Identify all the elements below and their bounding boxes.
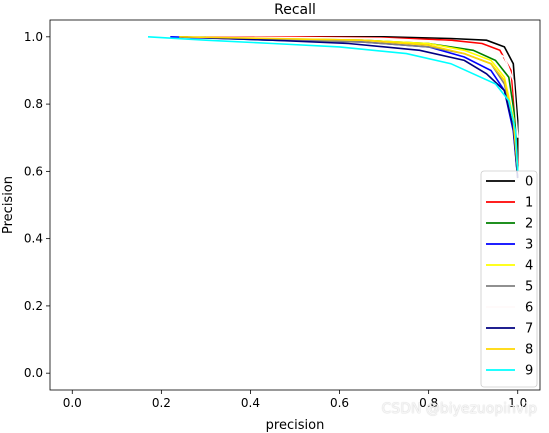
y-tick-label-5: 1.0: [24, 30, 43, 44]
y-axis: 0.0 0.2 0.4 0.6 0.8 1.0: [24, 30, 50, 380]
series-line-0: [192, 35, 519, 172]
legend-label-9: 9: [525, 364, 533, 379]
legend-label-8: 8: [525, 343, 533, 358]
series-line-5: [188, 36, 519, 179]
y-tick-label-0: 0.0: [24, 366, 43, 380]
series-line-7: [179, 36, 519, 179]
series-line-2: [183, 36, 519, 172]
series-line-4: [183, 36, 519, 172]
legend-label-4: 4: [525, 259, 533, 274]
x-tick-label-1: 0.2: [152, 396, 171, 410]
legend-label-2: 2: [525, 217, 533, 232]
legend-label-5: 5: [525, 280, 533, 295]
x-tick-label-0: 0.0: [63, 396, 82, 410]
x-tick-label-3: 0.6: [330, 396, 349, 410]
series-line-8: [179, 36, 519, 172]
legend-label-6: 6: [525, 301, 533, 316]
legend-label-0: 0: [525, 175, 533, 190]
y-tick-label-2: 0.4: [24, 232, 43, 246]
legend-label-3: 3: [525, 238, 533, 253]
x-tick-label-4: 0.8: [419, 396, 438, 410]
x-axis: 0.0 0.2 0.4 0.6 0.8 1.0: [63, 390, 527, 410]
series-line-9: [147, 36, 519, 172]
legend-box: [480, 170, 538, 388]
series-line-3: [170, 36, 519, 179]
x-axis-label: precision: [266, 418, 325, 433]
x-tick-label-5: 1.0: [508, 396, 527, 410]
x-tick-label-2: 0.4: [241, 396, 260, 410]
y-axis-label: Precision: [1, 176, 16, 234]
legend-label-1: 1: [525, 196, 533, 211]
y-tick-label-3: 0.6: [24, 164, 43, 178]
plot-frame: [49, 19, 541, 391]
series-line-6: [188, 36, 519, 138]
y-tick-label-1: 0.2: [24, 299, 43, 313]
legend-label-7: 7: [525, 322, 533, 337]
y-tick-label-4: 0.8: [24, 97, 43, 111]
legend: 0 1 2 3 4 5 6 7 8 9: [480, 170, 538, 388]
chart-title: Recall: [274, 2, 316, 18]
